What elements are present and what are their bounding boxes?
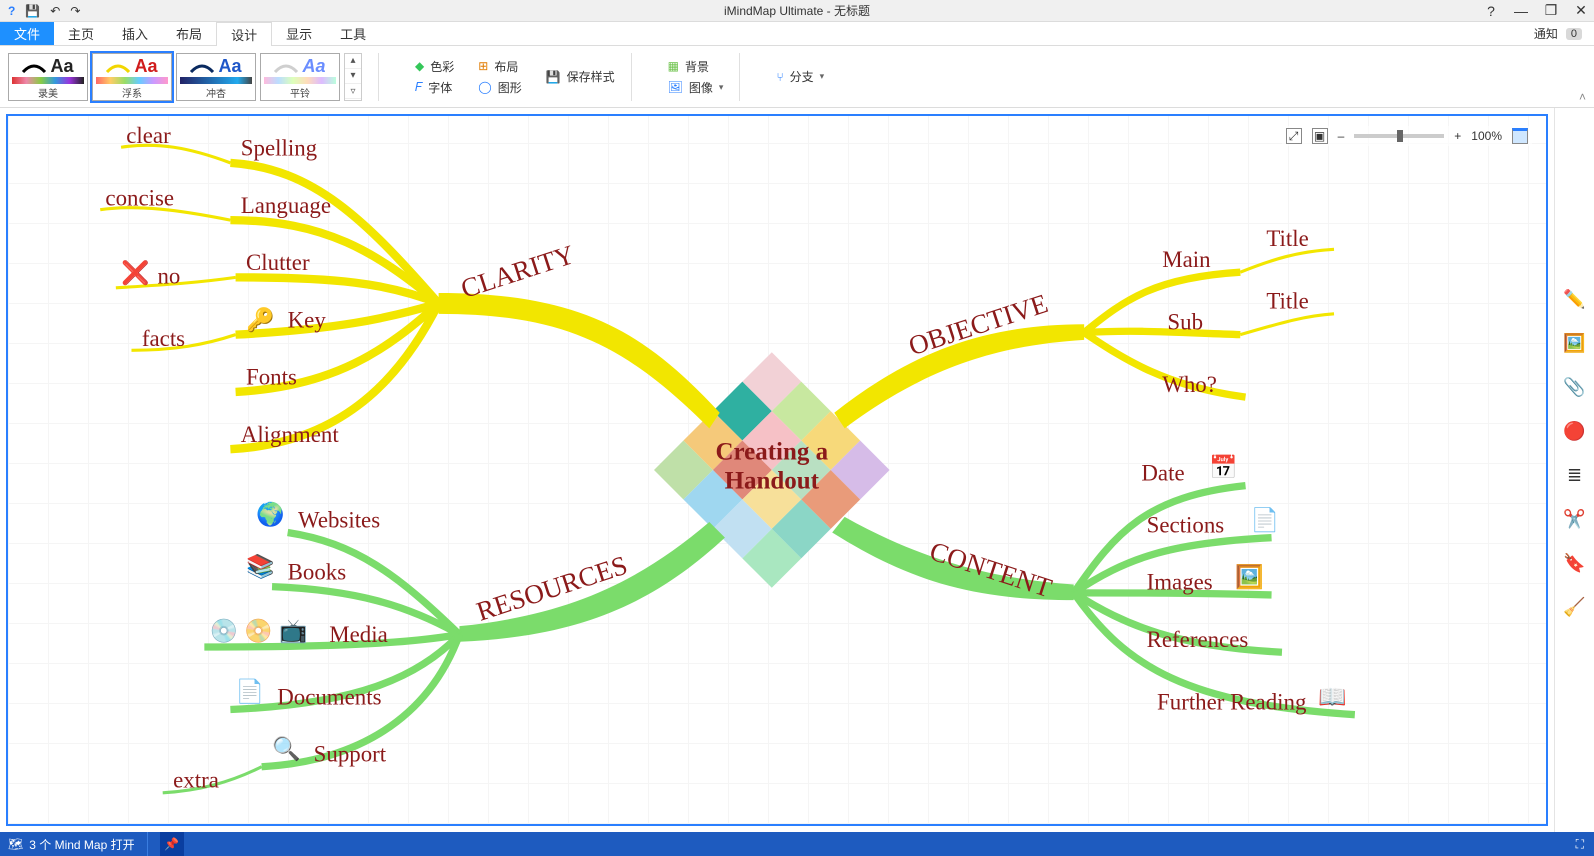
node-key: Key xyxy=(288,307,327,332)
statusbar-fullscreen-icon[interactable]: ⛶ xyxy=(1576,837,1584,851)
calendar-icon: 📅 xyxy=(1209,454,1238,480)
cmd-savestyle[interactable]: 💾保存样式 xyxy=(546,68,615,85)
menu-file[interactable]: 文件 xyxy=(0,22,54,45)
statusbar-map-icon[interactable]: 🗺 xyxy=(8,837,23,851)
window-title: iMindMap Ultimate - 无标题 xyxy=(724,2,870,19)
style-swatch-3[interactable]: Aa 平铃 xyxy=(260,53,340,101)
minimize-button[interactable]: — xyxy=(1514,4,1528,18)
redo-icon[interactable]: ↷ xyxy=(70,4,80,18)
save-icon[interactable]: 💾 xyxy=(25,4,40,18)
books-icon: 📚 xyxy=(246,553,275,580)
status-bar: 🗺 3 个 Mind Map 打开 📌 ⛶ xyxy=(0,832,1594,856)
style-label-0: 录美 xyxy=(38,85,58,100)
globe-icon: 🌍 xyxy=(256,501,285,528)
node-support: Support xyxy=(314,742,387,767)
center-line1: Creating a xyxy=(715,439,828,466)
menu-home[interactable]: 主页 xyxy=(54,22,108,45)
center-line2: Handout xyxy=(725,468,820,495)
style-label-2: 冲杏 xyxy=(206,85,226,100)
menu-bar: 文件 主页 插入 布局 设计 显示 工具 通知 0 xyxy=(0,22,1594,46)
node-extra: extra xyxy=(173,768,219,793)
branch-clarity: CLARITY xyxy=(457,239,578,304)
notify-label[interactable]: 通知 xyxy=(1534,25,1558,42)
node-language: Language xyxy=(241,193,331,218)
quick-access-toolbar: ? 💾 ↶ ↷ xyxy=(0,4,80,18)
node-clutter: Clutter xyxy=(246,250,310,275)
cmd-shape[interactable]: ◯图形 xyxy=(478,79,521,96)
node-title2: Title xyxy=(1266,289,1308,314)
style-label-1: 浮系 xyxy=(122,85,142,100)
page-icon: 📄 xyxy=(1251,506,1280,533)
canvas[interactable]: ⤢ ▣ – + 100% xyxy=(6,114,1548,826)
image-icon: 🖼️ xyxy=(1235,564,1264,591)
style-swatch-1[interactable]: Aa 浮系 xyxy=(92,53,172,101)
node-documents: Documents xyxy=(277,684,381,709)
node-references: References xyxy=(1147,627,1249,652)
node-further: Further Reading xyxy=(1157,689,1307,714)
node-books: Books xyxy=(288,559,347,584)
maximize-button[interactable]: ❐ xyxy=(1544,4,1558,18)
node-images: Images xyxy=(1147,570,1213,595)
node-fonts: Fonts xyxy=(246,365,297,390)
statusbar-pin-icon[interactable]: 📌 xyxy=(160,832,184,856)
title-bar: ? 💾 ↶ ↷ iMindMap Ultimate - 无标题 ? — ❐ ✕ xyxy=(0,0,1594,22)
tool-list-icon[interactable]: ≣ xyxy=(1564,464,1586,486)
window-controls: ? — ❐ ✕ xyxy=(1484,4,1588,18)
help-icon[interactable]: ? xyxy=(8,4,15,18)
workspace: ⤢ ▣ – + 100% xyxy=(0,108,1554,832)
cmd-font[interactable]: 𝐹字体 xyxy=(415,79,454,96)
help-button[interactable]: ? xyxy=(1484,4,1498,18)
book-icon: 📖 xyxy=(1318,683,1347,709)
style-gallery-arrows[interactable]: ▴▾▿ xyxy=(344,53,362,101)
close-button[interactable]: ✕ xyxy=(1574,4,1588,18)
node-alignment: Alignment xyxy=(241,422,340,447)
node-date: Date xyxy=(1141,460,1184,485)
ribbon-collapse-icon[interactable]: ˄ xyxy=(1579,90,1586,104)
node-who: Who? xyxy=(1162,372,1217,397)
notify-count: 0 xyxy=(1566,28,1582,40)
tool-edit-icon[interactable]: ✏️ xyxy=(1564,288,1586,310)
node-concise: concise xyxy=(105,186,174,211)
cmd-layout[interactable]: ⊞布局 xyxy=(478,58,521,75)
mindmap-svg: Creating a Handout CLARITY Spelling Lang… xyxy=(8,116,1546,824)
side-toolbar: ✏️ 🖼️ 📎 🔴 ≣ ✂️ 🔖 🧹 xyxy=(1554,108,1594,832)
menu-layout[interactable]: 布局 xyxy=(162,22,216,45)
node-no: no xyxy=(158,264,181,289)
node-clear: clear xyxy=(126,123,171,148)
tool-attach-icon[interactable]: 📎 xyxy=(1564,376,1586,398)
node-sections: Sections xyxy=(1147,512,1225,537)
tool-brush-icon[interactable]: 🧹 xyxy=(1564,596,1586,618)
statusbar-text: 3 个 Mind Map 打开 xyxy=(29,836,134,853)
style-swatch-2[interactable]: Aa 冲杏 xyxy=(176,53,256,101)
node-title1: Title xyxy=(1266,226,1308,251)
menu-tools[interactable]: 工具 xyxy=(326,22,380,45)
cmd-background[interactable]: ▦背景 xyxy=(668,58,724,75)
doc-icon: 📄 xyxy=(236,678,265,705)
node-media: Media xyxy=(329,622,387,647)
node-websites: Websites xyxy=(298,507,380,532)
cmd-branch[interactable]: ⑂分支▾ xyxy=(776,68,824,85)
node-facts: facts xyxy=(142,326,185,351)
key-icon: 🔑 xyxy=(246,305,275,333)
node-main: Main xyxy=(1162,247,1211,272)
tool-tag-icon[interactable]: 🔖 xyxy=(1564,552,1586,574)
tool-marker-icon[interactable]: 🔴 xyxy=(1564,420,1586,442)
menu-design[interactable]: 设计 xyxy=(216,22,272,46)
tool-image-icon[interactable]: 🖼️ xyxy=(1564,332,1586,354)
node-sub: Sub xyxy=(1167,309,1203,334)
undo-icon[interactable]: ↶ xyxy=(50,4,60,18)
style-swatch-0[interactable]: Aa 录美 xyxy=(8,53,88,101)
style-label-3: 平铃 xyxy=(290,85,310,100)
cmd-image[interactable]: 🖼图像▾ xyxy=(668,79,724,96)
menu-insert[interactable]: 插入 xyxy=(108,22,162,45)
search-icon: 🔍 xyxy=(272,733,301,762)
x-icon: ❌ xyxy=(121,260,150,287)
menu-display[interactable]: 显示 xyxy=(272,22,326,45)
tool-cut-icon[interactable]: ✂️ xyxy=(1564,508,1586,530)
ribbon: Aa 录美 Aa 浮系 Aa 冲杏 Aa 平铃 ▴▾▿ ◆色彩 𝐹字体 ⊞布局 … xyxy=(0,46,1594,108)
node-spelling: Spelling xyxy=(241,136,318,161)
cmd-color[interactable]: ◆色彩 xyxy=(415,58,454,75)
media-icon: 💿 📀 📺 xyxy=(210,618,308,645)
